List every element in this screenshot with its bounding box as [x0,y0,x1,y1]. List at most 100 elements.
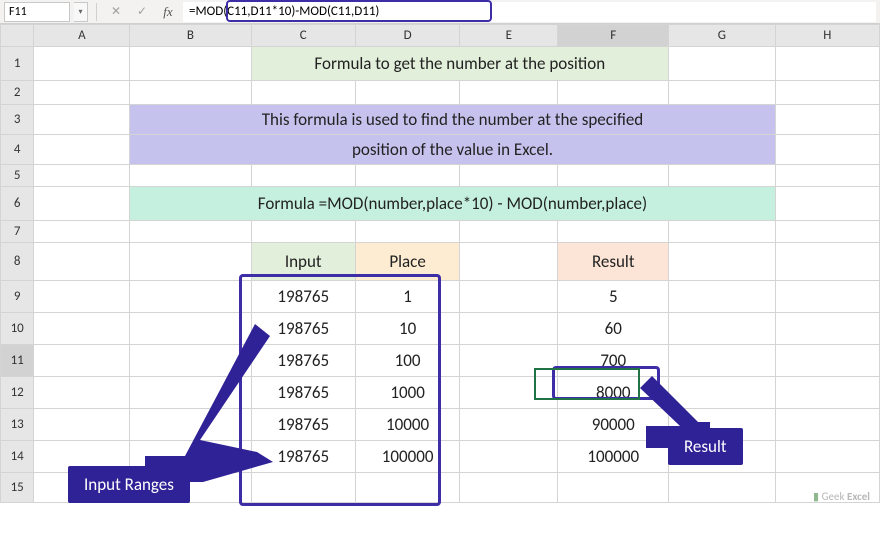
cell[interactable] [558,221,669,243]
cell[interactable] [669,243,775,281]
cell[interactable] [251,221,355,243]
cell[interactable] [775,345,879,377]
cell[interactable] [775,187,879,221]
cell-input[interactable]: 198765 [251,281,355,313]
cell[interactable] [558,81,669,105]
cell[interactable] [460,313,558,345]
cell[interactable] [669,47,775,81]
label-result[interactable]: Result [558,243,669,281]
cell[interactable] [460,345,558,377]
cell[interactable] [775,135,879,165]
label-input[interactable]: Input [251,243,355,281]
col-header-H[interactable]: H [775,25,879,47]
row-header-14[interactable]: 14 [1,441,34,473]
col-header-A[interactable]: A [34,25,130,47]
cell[interactable] [669,473,775,503]
col-header-C[interactable]: C [251,25,355,47]
cell[interactable] [34,47,130,81]
cell-place[interactable]: 100000 [355,441,459,473]
cell[interactable] [775,441,879,473]
cell[interactable] [460,221,558,243]
cell[interactable] [34,313,130,345]
row-header-15[interactable]: 15 [1,473,34,503]
cell[interactable] [355,221,459,243]
cell[interactable] [460,441,558,473]
cell[interactable] [775,165,879,187]
cell[interactable] [775,281,879,313]
cell[interactable] [460,81,558,105]
cell-result-active[interactable]: 700 [558,345,669,377]
cell[interactable] [34,377,130,409]
cell-place[interactable]: 10000 [355,409,459,441]
label-place[interactable]: Place [355,243,459,281]
row-header-4[interactable]: 4 [1,135,34,165]
cell-place[interactable]: 1 [355,281,459,313]
cell[interactable] [130,165,251,187]
cell[interactable] [34,187,130,221]
cell-place[interactable]: 100 [355,345,459,377]
cell[interactable] [460,243,558,281]
cell[interactable] [251,81,355,105]
col-header-G[interactable]: G [669,25,775,47]
cell[interactable] [775,47,879,81]
cell[interactable] [558,165,669,187]
row-header-5[interactable]: 5 [1,165,34,187]
cell[interactable] [558,473,669,503]
cell[interactable] [34,105,130,135]
cell[interactable] [460,377,558,409]
cell[interactable] [775,81,879,105]
cell[interactable] [34,243,130,281]
cell[interactable] [130,221,251,243]
select-all-corner[interactable] [1,25,34,47]
cell-result[interactable]: 60 [558,313,669,345]
name-box-dropdown[interactable]: ▾ [74,2,88,22]
cell[interactable] [775,243,879,281]
col-header-F[interactable]: F [558,25,669,47]
row-header-8[interactable]: 8 [1,243,34,281]
cell[interactable] [669,313,775,345]
cell-result[interactable]: 5 [558,281,669,313]
row-header-9[interactable]: 9 [1,281,34,313]
row-header-6[interactable]: 6 [1,187,34,221]
cell[interactable] [775,377,879,409]
cell[interactable] [130,243,251,281]
cell[interactable] [355,473,459,503]
cell[interactable] [130,47,251,81]
fx-icon[interactable]: fx [157,2,179,22]
row-header-13[interactable]: 13 [1,409,34,441]
cell[interactable] [775,105,879,135]
cell[interactable] [34,409,130,441]
formula-bar-input[interactable]: =MOD(C11,D11*10)-MOD(C11,D11) [183,2,876,22]
cell[interactable] [34,165,130,187]
title-cell[interactable]: Formula to get the number at the positio… [251,47,669,81]
cell[interactable] [460,473,558,503]
cell[interactable] [460,409,558,441]
cell[interactable] [775,221,879,243]
cell[interactable] [130,81,251,105]
cell-place[interactable]: 10 [355,313,459,345]
col-header-E[interactable]: E [460,25,558,47]
cell[interactable] [460,165,558,187]
name-box[interactable]: F11 [4,2,70,22]
row-header-11[interactable]: 11 [1,345,34,377]
row-header-3[interactable]: 3 [1,105,34,135]
cell[interactable] [775,313,879,345]
row-header-12[interactable]: 12 [1,377,34,409]
row-header-2[interactable]: 2 [1,81,34,105]
col-header-D[interactable]: D [355,25,459,47]
row-header-7[interactable]: 7 [1,221,34,243]
cell[interactable] [34,135,130,165]
cell[interactable] [130,281,251,313]
cell[interactable] [775,409,879,441]
col-header-B[interactable]: B [130,25,251,47]
cell-place[interactable]: 1000 [355,377,459,409]
cell[interactable] [669,281,775,313]
row-header-1[interactable]: 1 [1,47,34,81]
cell[interactable] [669,345,775,377]
formula-line[interactable]: Formula =MOD(number,place*10) - MOD(numb… [130,187,775,221]
row-header-10[interactable]: 10 [1,313,34,345]
cell[interactable] [34,81,130,105]
cell[interactable] [251,165,355,187]
cell[interactable] [34,281,130,313]
cell[interactable] [355,165,459,187]
